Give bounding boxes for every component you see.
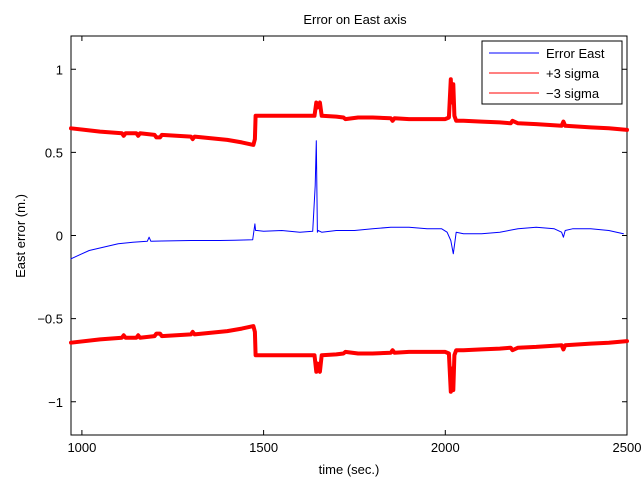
y-axis-label: East error (m.) bbox=[13, 194, 28, 278]
legend-label-error-east: Error East bbox=[546, 46, 605, 61]
series-line-error-east bbox=[70, 140, 624, 260]
series-line-plus-3-sigma bbox=[69, 77, 629, 147]
legend: Error East +3 sigma −3 sigma bbox=[481, 40, 623, 105]
y-tick-label: −0.5 bbox=[37, 312, 63, 327]
legend-label-plus-3-sigma: +3 sigma bbox=[546, 66, 600, 81]
x-tick-label: 2500 bbox=[613, 440, 642, 455]
series-layer bbox=[69, 77, 629, 394]
y-tick-label: 1 bbox=[56, 62, 63, 77]
series-line-minus-3-sigma bbox=[69, 324, 629, 394]
y-tick-label: 0.5 bbox=[45, 145, 63, 160]
y-tick-label: 0 bbox=[56, 229, 63, 244]
y-tick-label: −1 bbox=[48, 395, 63, 410]
x-tick-label: 1000 bbox=[67, 440, 96, 455]
x-axis-label: time (sec.) bbox=[319, 462, 380, 477]
tick-layer: 1000 1500 2000 2500 −1 −0.5 0 0.5 1 bbox=[37, 36, 641, 455]
legend-label-minus-3-sigma: −3 sigma bbox=[546, 86, 600, 101]
x-tick-label: 1500 bbox=[249, 440, 278, 455]
x-tick-label: 2000 bbox=[431, 440, 460, 455]
chart-title: Error on East axis bbox=[303, 12, 407, 27]
